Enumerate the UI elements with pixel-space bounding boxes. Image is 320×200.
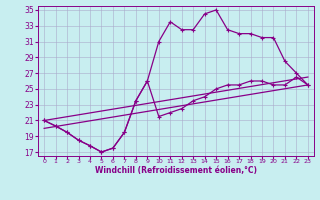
X-axis label: Windchill (Refroidissement éolien,°C): Windchill (Refroidissement éolien,°C) xyxy=(95,166,257,175)
